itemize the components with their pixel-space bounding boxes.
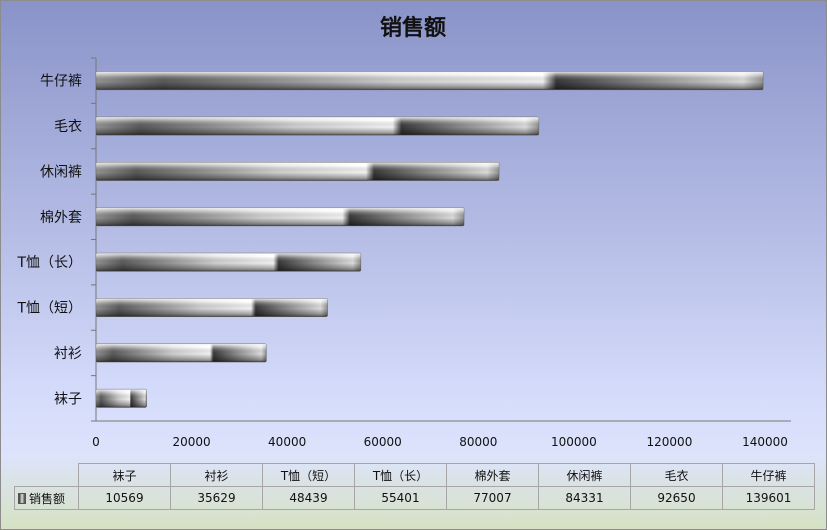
- bar-shine: [96, 253, 361, 272]
- category-label: T恤（短）: [16, 301, 82, 317]
- legend-key-icon: [18, 492, 26, 504]
- x-tick-label: 20000: [172, 435, 210, 449]
- bar-shine: [96, 389, 147, 408]
- data-table-value: 35629: [170, 486, 263, 510]
- x-tick-label: 120000: [647, 435, 693, 449]
- data-table-value-row: 销售额 10569 35629 48439 55401 77007 84331 …: [14, 486, 815, 510]
- data-table-header: 袜子: [78, 463, 171, 487]
- axes: [91, 57, 791, 422]
- data-table-value: 77007: [446, 486, 539, 510]
- bar: [95, 207, 465, 227]
- data-table-value: 48439: [262, 486, 355, 510]
- data-table: 袜子 衬衫 T恤（短） T恤（长） 棉外套 休闲裤 毛衣 牛仔裤 销售额 105…: [14, 463, 815, 510]
- data-table-header: T恤（短）: [262, 463, 355, 487]
- bar: [95, 252, 362, 272]
- category-label: 牛仔裤: [40, 74, 82, 90]
- bars: [95, 71, 764, 408]
- bar-shine: [96, 207, 464, 226]
- x-tick-label: 100000: [551, 435, 597, 449]
- x-tick-labels: 0 20000 40000 60000 80000 100000 120000 140000: [92, 435, 788, 449]
- bar-shine: [96, 117, 539, 136]
- bar: [95, 388, 147, 408]
- category-label: 袜子: [54, 391, 82, 407]
- data-table-header: 毛衣: [630, 463, 723, 487]
- legend-series-name: 销售额: [29, 491, 66, 506]
- x-tick-label: 80000: [459, 435, 497, 449]
- x-tick-label: 60000: [364, 435, 402, 449]
- chart-title: 销售额: [380, 15, 446, 41]
- data-table-header: 牛仔裤: [722, 463, 815, 487]
- bar: [95, 116, 540, 136]
- bar-shine: [96, 71, 764, 90]
- data-table-header: 休闲裤: [538, 463, 631, 487]
- data-table-value: 10569: [78, 486, 171, 510]
- bar: [95, 298, 328, 317]
- data-table-header: T恤（长）: [354, 463, 447, 487]
- data-table-legend: 销售额: [14, 486, 79, 510]
- bar-shine: [96, 162, 499, 181]
- bar: [95, 343, 267, 363]
- x-tick-label: 0: [92, 435, 100, 449]
- category-label: 毛衣: [54, 119, 82, 135]
- category-label: 休闲裤: [40, 164, 82, 180]
- category-label: 衬衫: [54, 346, 82, 362]
- data-table-value: 55401: [354, 486, 447, 510]
- bar-shine: [96, 298, 328, 317]
- data-table-value: 139601: [722, 486, 815, 510]
- data-table-value: 84331: [538, 486, 631, 510]
- data-table-header-row: 袜子 衬衫 T恤（短） T恤（长） 棉外套 休闲裤 毛衣 牛仔裤: [14, 463, 815, 487]
- bar: [95, 71, 764, 91]
- bar: [95, 162, 500, 181]
- category-label: 棉外套: [40, 209, 82, 226]
- data-table-header: 衬衫: [170, 463, 263, 487]
- data-table-value: 92650: [630, 486, 723, 510]
- data-table-header: 棉外套: [446, 463, 539, 487]
- bar-shine: [96, 343, 267, 362]
- x-tick-label: 40000: [268, 435, 306, 449]
- data-table-corner: [14, 463, 79, 487]
- x-tick-label: 140000: [742, 435, 788, 449]
- category-label: T恤（长）: [16, 255, 82, 271]
